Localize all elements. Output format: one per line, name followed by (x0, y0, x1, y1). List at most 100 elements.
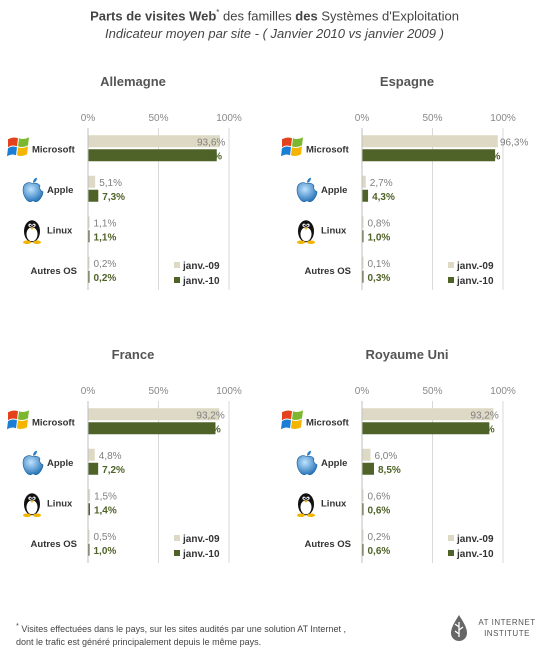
category-label: Autres OS (305, 266, 351, 277)
legend-label: janv.-09 (456, 261, 494, 272)
data-label: 1,0% (94, 546, 117, 557)
chart-title: Espagne (380, 74, 434, 89)
logo-line-2: INSTITUTE (484, 629, 530, 638)
bar-janv-09 (362, 408, 494, 421)
category-label: Apple (47, 185, 73, 196)
category-label: Microsoft (306, 417, 350, 428)
category-label: Microsoft (306, 144, 350, 155)
data-label: 90,4% (192, 424, 220, 435)
data-label: 4,8% (99, 451, 122, 462)
apple-logo-icon (296, 177, 318, 203)
data-label: 1,4% (94, 505, 117, 516)
bar-janv-10 (88, 503, 90, 516)
data-label: 6,0% (374, 451, 397, 462)
data-label: 7,2% (102, 465, 125, 476)
bar-janv-09 (362, 448, 371, 461)
legend-swatch (448, 535, 454, 541)
bar-janv-09 (88, 135, 220, 148)
category-icon-group (296, 450, 318, 476)
bar-janv-10 (88, 422, 216, 435)
bar-janv-10 (362, 462, 374, 475)
bar-janv-10 (362, 230, 364, 243)
bar-janv-10 (88, 230, 90, 243)
category-label: Microsoft (32, 144, 76, 155)
bar-janv-09 (362, 135, 498, 148)
data-label: 0,2% (94, 273, 117, 284)
windows-logo-icon (7, 410, 29, 430)
data-label: 96,3% (500, 137, 528, 148)
data-label: 91,3% (194, 151, 222, 162)
bar-janv-10 (362, 270, 364, 283)
category-icon-group (7, 137, 29, 157)
apple-logo-icon (22, 450, 44, 476)
chart-svg-espagne: Espagne 0% 50% 100% Microsoft 96,3%94,4% Apple… (281, 74, 528, 290)
windows-logo-icon (281, 137, 303, 157)
data-label: 93,6% (197, 137, 225, 148)
droplet-icon (451, 615, 467, 641)
data-label: 2,7% (370, 178, 393, 189)
bar-janv-10 (362, 189, 369, 202)
bar-janv-10 (362, 149, 496, 162)
bar-janv-10 (362, 422, 490, 435)
x-tick-label: 0% (81, 113, 96, 124)
category-icon-group (281, 410, 303, 430)
bar-janv-09 (362, 175, 366, 188)
main-title: Parts de visites Web* des familles des S… (0, 4, 549, 25)
bar-janv-09 (362, 256, 364, 269)
data-label: 0,5% (94, 532, 117, 543)
category-icon-group (281, 137, 303, 157)
subtitle: Indicateur moyen par site - ( Janvier 20… (105, 26, 444, 42)
data-label: 4,3% (372, 192, 395, 203)
apple-logo-icon (22, 177, 44, 203)
bar-janv-10 (88, 270, 90, 283)
at-internet-logo: AT INTERNET INSTITUTE (448, 613, 548, 645)
legend-label: janv.-10 (456, 549, 494, 560)
legend-label: janv.-09 (182, 534, 220, 545)
data-label: 1,1% (94, 218, 117, 229)
x-tick-label: 50% (148, 113, 168, 124)
category-label: Linux (47, 498, 73, 509)
bar-janv-09 (362, 216, 364, 229)
title-part-bold: Parts de visites Web (90, 8, 217, 24)
category-label: Apple (321, 185, 347, 196)
footnote: * Visites effectuées dans le pays, sur l… (16, 619, 396, 649)
x-tick-label: 100% (216, 113, 242, 124)
data-label: 0,6% (368, 546, 391, 557)
category-label: Linux (321, 225, 347, 236)
chart-panel-espagne: Espagne 0% 50% 100% Microsoft 96,3% 94,4% Apple… (274, 62, 539, 332)
bar-janv-09 (88, 448, 95, 461)
bar-janv-09 (88, 216, 90, 229)
category-label: Autres OS (31, 539, 77, 550)
x-tick-label: 100% (490, 386, 516, 397)
chart-svg-royaume-uni: Royaume Uni 0% 50% 100% Microsoft 93,2% 90,3% A… (281, 347, 516, 563)
bar-janv-10 (362, 503, 364, 516)
bar-janv-09 (88, 256, 90, 269)
chart-svg-allemagne: Allemagne 0% 50% 100% Microsoft 93,6% 91,3% App… (7, 74, 242, 290)
x-tick-label: 100% (216, 386, 242, 397)
bar-janv-09 (88, 489, 91, 502)
title-part-2: Systèmes d'Exploitation (317, 8, 459, 24)
category-icon-group (297, 493, 315, 518)
bar-janv-10 (88, 543, 90, 556)
windows-logo-icon (7, 137, 29, 157)
legend-label: janv.-10 (182, 276, 220, 287)
chart-svg-france: France 0% 50% 100% Microsoft 93,2% 90,4% Apple 4… (7, 347, 242, 563)
bar-janv-09 (88, 529, 90, 542)
data-label: 0,2% (368, 532, 391, 543)
legend-swatch (448, 550, 454, 556)
x-tick-label: 100% (490, 113, 516, 124)
category-icon-group (22, 177, 44, 203)
x-tick-label: 50% (422, 113, 442, 124)
title-part: des familles (219, 8, 296, 24)
legend-swatch (174, 277, 180, 283)
x-tick-label: 0% (355, 113, 370, 124)
data-label: 0,2% (94, 259, 117, 270)
data-label: 94,4% (472, 151, 500, 162)
chart-title: France (112, 347, 155, 362)
x-tick-label: 50% (422, 386, 442, 397)
legend-swatch (174, 550, 180, 556)
x-tick-label: 0% (355, 386, 370, 397)
data-label: 1,5% (94, 491, 117, 502)
chart-panel-france: France 0% 50% 100% Microsoft 93,2% 90,4% Apple 4… (0, 335, 265, 605)
legend-label: janv.-10 (182, 549, 220, 560)
